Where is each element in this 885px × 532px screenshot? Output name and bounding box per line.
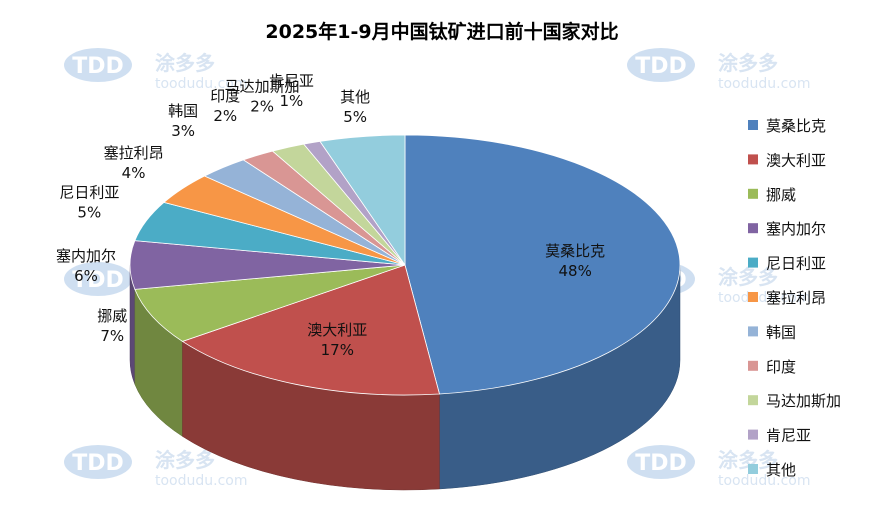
slice-percent-label: 2% [213, 107, 237, 125]
slice-percent-label: 5% [343, 108, 367, 126]
legend-label: 肯尼亚 [766, 427, 811, 445]
slice-name-label: 肯尼亚 [269, 72, 314, 90]
legend-swatch [748, 154, 758, 165]
slice-name-label: 塞内加尔 [56, 247, 116, 265]
watermark-url: toodudu.com [155, 76, 248, 92]
legend-item-4[interactable]: 塞内加尔 [748, 220, 826, 238]
slice-label-8: 印度 2% [210, 87, 240, 125]
legend-swatch [748, 360, 758, 371]
slice-percent-label: 2% [250, 97, 274, 115]
slice-percent-label: 6% [74, 267, 98, 285]
slice-label-7: 韩国 3% [168, 102, 198, 140]
legend-swatch [748, 223, 758, 234]
watermark-brand: 涂多多 [155, 448, 215, 472]
pie-side-layer [129, 264, 681, 491]
slice-name-label: 莫桑比克 [545, 242, 605, 260]
slice-percent-label: 48% [558, 262, 591, 280]
slice-name-label: 其他 [340, 88, 370, 106]
legend-item-6[interactable]: 塞拉利昂 [748, 289, 826, 307]
legend-label: 挪威 [766, 186, 796, 204]
slice-percent-label: 4% [122, 164, 146, 182]
legend-label: 澳大利亚 [766, 151, 826, 169]
legend-swatch [748, 464, 758, 474]
slice-percent-label: 7% [100, 327, 124, 345]
slice-11[interactable] [319, 134, 406, 267]
watermark-logo: TDD [72, 451, 124, 476]
legend-swatch [748, 395, 758, 406]
watermark-brand: 涂多多 [155, 51, 215, 75]
watermark-logo: TDD [72, 54, 124, 79]
legend-label: 其他 [766, 461, 796, 479]
watermark-url: toodudu.com [155, 473, 248, 489]
legend-label: 印度 [766, 358, 796, 376]
slice-label-10: 肯尼亚 1% [269, 72, 314, 110]
pie-top-layer [129, 134, 681, 396]
slice-percent-label: 17% [321, 341, 354, 359]
slice-name-label: 马达加斯加 [225, 77, 300, 95]
slice-label-3: 挪威 7% [97, 307, 127, 345]
legend-label: 马达加斯加 [766, 392, 841, 410]
legend-label: 韩国 [766, 323, 796, 341]
slice-label-5: 尼日利亚 5% [59, 183, 119, 221]
legend-item-11[interactable]: 其他 [748, 461, 796, 479]
slice-label-9: 马达加斯加 2% [225, 77, 300, 115]
legend-item-9[interactable]: 马达加斯加 [748, 392, 841, 410]
slice-name-label: 韩国 [168, 102, 198, 120]
slice-label-layer: 莫桑比克 48% 澳大利亚 17% 挪威 7% 塞内加尔 6% 尼日利亚 5% 塞拉利昂 4% 韩国 3%… [56, 72, 605, 359]
legend-swatch [748, 326, 758, 337]
slice-name-label: 尼日利亚 [59, 183, 119, 201]
legend-swatch [748, 429, 758, 440]
legend-swatch [748, 292, 758, 302]
legend-item-10[interactable]: 肯尼亚 [748, 427, 811, 445]
slice-percent-label: 3% [171, 122, 195, 140]
slice-2[interactable] [181, 264, 440, 396]
slice-percent-label: 1% [279, 92, 303, 110]
legend-swatch [748, 120, 758, 130]
watermark-logo: TDD [635, 451, 687, 476]
slice-label-1: 莫桑比克 48% [545, 242, 605, 280]
slice-label-11: 其他 5% [340, 88, 370, 126]
watermark-url: toodudu.com [718, 290, 811, 306]
legend-item-8[interactable]: 印度 [748, 358, 796, 376]
slice-name-label: 印度 [210, 87, 240, 105]
watermark-logo: TDD [635, 54, 687, 79]
legend-item-1[interactable]: 莫桑比克 [748, 117, 826, 135]
slice-name-label: 塞拉利昂 [104, 144, 164, 162]
watermark-brand: 涂多多 [718, 51, 778, 75]
slice-percent-label: 5% [77, 203, 101, 221]
watermark-url: toodudu.com [718, 473, 811, 489]
slice-name-label: 澳大利亚 [307, 321, 367, 339]
legend-swatch [748, 257, 758, 268]
slice-label-2: 澳大利亚 17% [307, 321, 367, 359]
legend-item-5[interactable]: 尼日利亚 [748, 255, 826, 273]
legend-item-3[interactable]: 挪威 [748, 186, 796, 204]
legend-swatch [748, 188, 758, 199]
chart-title: 2025年1-9月中国钛矿进口前十国家对比 [265, 20, 618, 43]
watermark-logo: TDD [72, 268, 124, 293]
slice-name-label: 挪威 [97, 307, 127, 325]
legend-item-7[interactable]: 韩国 [748, 323, 796, 341]
legend-label: 塞内加尔 [766, 220, 826, 238]
watermark-brand: 涂多多 [718, 265, 778, 289]
slice-label-6: 塞拉利昂 4% [104, 144, 164, 182]
legend-label: 莫桑比克 [766, 117, 826, 135]
slice-label-4: 塞内加尔 6% [56, 247, 116, 285]
legend-label: 塞拉利昂 [766, 289, 826, 307]
slice-3[interactable] [134, 264, 406, 342]
watermark-url: toodudu.com [718, 76, 811, 92]
legend-label: 尼日利亚 [766, 255, 826, 273]
legend-item-2[interactable]: 澳大利亚 [748, 151, 826, 169]
slice-1[interactable] [404, 134, 681, 395]
